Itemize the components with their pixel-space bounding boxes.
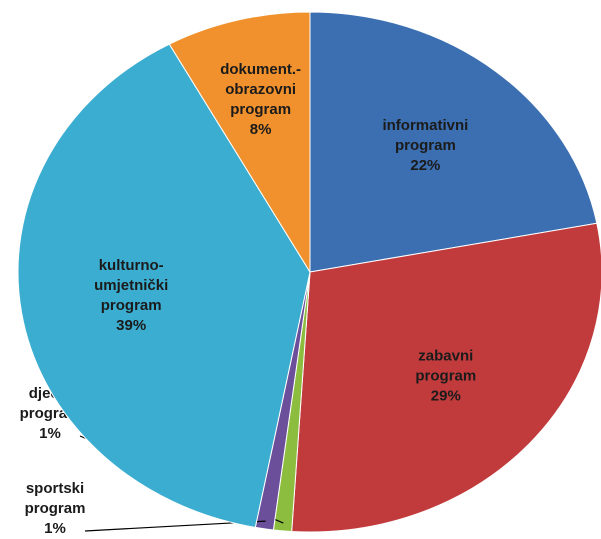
value-label: 1% bbox=[39, 425, 61, 442]
pie-slice bbox=[309, 11, 598, 273]
label-line: dokument.- bbox=[220, 61, 301, 78]
label-line: sportski bbox=[26, 480, 84, 497]
value-label: 29% bbox=[431, 388, 461, 405]
slice-label: zabavni program 29% bbox=[415, 348, 476, 405]
slice-label: dokument.- obrazovni program 8% bbox=[220, 61, 301, 138]
label-line: program bbox=[101, 297, 162, 314]
label-line: program bbox=[415, 368, 476, 385]
label-line: informativni bbox=[382, 117, 468, 134]
label-line: zabavni bbox=[418, 348, 473, 365]
value-label: 1% bbox=[44, 520, 66, 537]
slice-label: informativni program 22% bbox=[382, 117, 468, 174]
label-line: umjetnički bbox=[94, 277, 168, 294]
value-label: 39% bbox=[116, 317, 146, 334]
value-label: 22% bbox=[410, 157, 440, 174]
label-line: program bbox=[25, 500, 86, 517]
label-line: kulturno- bbox=[99, 257, 164, 274]
pie-slice bbox=[291, 222, 601, 533]
label-line: obrazovni bbox=[225, 81, 296, 98]
label-line: program bbox=[230, 101, 291, 118]
pie-slice bbox=[168, 11, 311, 274]
slice-label: kulturno-umjetnički program 39% bbox=[94, 257, 168, 334]
slice-label: sportski program 1% bbox=[25, 480, 86, 537]
value-label: 8% bbox=[250, 121, 272, 138]
label-line: program bbox=[395, 137, 456, 154]
pie-slice bbox=[17, 43, 311, 528]
